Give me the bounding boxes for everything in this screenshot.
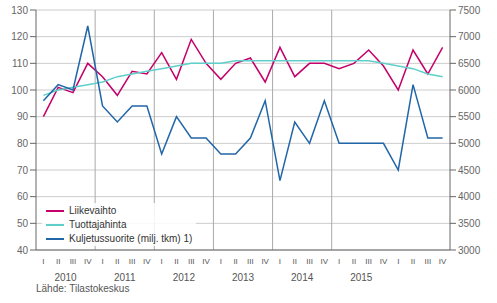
- svg-text:I: I: [397, 257, 399, 266]
- svg-text:5500: 5500: [458, 111, 481, 122]
- svg-text:I: I: [279, 257, 281, 266]
- svg-text:60: 60: [17, 191, 29, 202]
- svg-text:5000: 5000: [458, 138, 481, 149]
- svg-text:80: 80: [17, 138, 29, 149]
- svg-text:2015: 2015: [350, 272, 373, 282]
- svg-text:50: 50: [17, 218, 29, 229]
- svg-text:7500: 7500: [458, 5, 481, 16]
- svg-text:4500: 4500: [458, 165, 481, 176]
- svg-text:I: I: [338, 257, 340, 266]
- svg-text:3500: 3500: [458, 218, 481, 229]
- svg-text:III: III: [188, 257, 195, 266]
- svg-text:IV: IV: [84, 257, 92, 266]
- svg-text:130: 130: [11, 5, 28, 16]
- svg-text:I: I: [161, 257, 163, 266]
- svg-text:7000: 7000: [458, 31, 481, 42]
- svg-text:40: 40: [17, 245, 29, 256]
- svg-text:120: 120: [11, 31, 28, 42]
- svg-text:I: I: [101, 257, 103, 266]
- svg-text:2011: 2011: [114, 272, 136, 282]
- svg-text:110: 110: [12, 58, 28, 69]
- svg-text:II: II: [233, 257, 237, 266]
- html-text:Kuljetussuorite (milj. tkm) 1): Kuljetussuorite (milj. tkm) 1): [69, 233, 193, 244]
- svg-text:IV: IV: [143, 257, 151, 266]
- svg-text:IV: IV: [202, 257, 210, 266]
- svg-text:100: 100: [11, 85, 28, 96]
- svg-text:IV: IV: [439, 257, 447, 266]
- svg-text:IV: IV: [380, 257, 388, 266]
- svg-text:3000: 3000: [458, 245, 481, 256]
- svg-text:6000: 6000: [458, 85, 481, 96]
- svg-text:III: III: [129, 257, 136, 266]
- html-text:Lähde: Tilastokeskus: Lähde: Tilastokeskus: [36, 283, 130, 294]
- svg-text:II: II: [411, 257, 415, 266]
- svg-text:4000: 4000: [458, 191, 481, 202]
- svg-text:II: II: [115, 257, 119, 266]
- svg-text:I: I: [42, 257, 44, 266]
- svg-text:III: III: [306, 257, 313, 266]
- svg-text:70: 70: [17, 165, 29, 176]
- svg-text:IV: IV: [321, 257, 329, 266]
- svg-text:III: III: [70, 257, 77, 266]
- svg-text:2014: 2014: [291, 272, 314, 282]
- svg-text:II: II: [56, 257, 60, 266]
- svg-text:III: III: [424, 257, 431, 266]
- svg-text:2012: 2012: [173, 272, 196, 282]
- svg-text:III: III: [247, 257, 254, 266]
- svg-text:III: III: [365, 257, 372, 266]
- svg-text:II: II: [293, 257, 297, 266]
- svg-text:2013: 2013: [232, 272, 255, 282]
- svg-text:I: I: [220, 257, 222, 266]
- html-text:Liikevaihto: Liikevaihto: [69, 205, 117, 216]
- svg-text:6500: 6500: [458, 58, 481, 69]
- svg-text:II: II: [174, 257, 178, 266]
- svg-text:2010: 2010: [54, 272, 77, 282]
- svg-text:II: II: [352, 257, 356, 266]
- html-text:Tuottajahinta: Tuottajahinta: [69, 219, 127, 230]
- svg-text:90: 90: [17, 111, 29, 122]
- svg-text:IV: IV: [261, 257, 269, 266]
